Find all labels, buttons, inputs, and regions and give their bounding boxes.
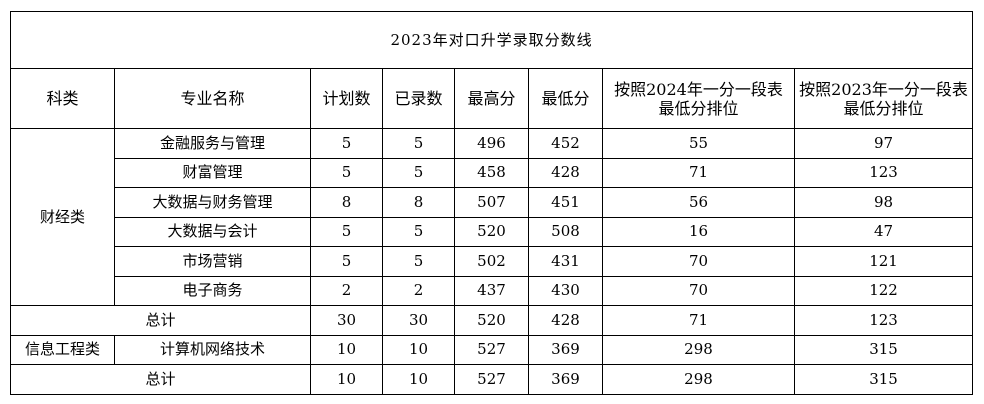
total-rank-2024-cell: 298	[602, 364, 795, 395]
admitted-cell: 5	[382, 246, 455, 277]
max-score-cell: 458	[454, 157, 529, 188]
total-admitted-cell: 10	[382, 364, 455, 395]
max-score-cell: 496	[454, 128, 529, 159]
rank-2023-cell: 97	[793, 128, 974, 159]
min-score-cell: 452	[528, 128, 603, 159]
header-max-score: 最高分	[454, 68, 529, 129]
total-label: 总计	[10, 364, 311, 395]
max-score-cell: 437	[454, 275, 529, 306]
admitted-cell: 8	[382, 187, 455, 218]
rank-2024-cell: 56	[602, 187, 795, 218]
header-category: 科类	[10, 68, 115, 129]
table-row: 财经类 金融服务与管理 5 5 496 452 55 97	[10, 128, 974, 306]
plan-cell: 5	[310, 128, 383, 159]
major-cell: 大数据与会计	[114, 216, 311, 247]
rank-2024-cell: 70	[602, 246, 795, 277]
header-rank-2024-line1: 按照2024年一分一段表	[614, 79, 783, 99]
total-max-score-cell: 520	[454, 305, 529, 336]
max-score-cell: 502	[454, 246, 529, 277]
category-cell-it: 信息工程类	[10, 334, 115, 365]
plan-cell: 2	[310, 275, 383, 306]
total-row-finance: 总计 30 30 520 428 71 123	[10, 305, 974, 336]
rank-2023-cell: 121	[793, 246, 974, 277]
total-admitted-cell: 30	[382, 305, 455, 336]
header-rank-2024: 按照2024年一分一段表 最低分排位	[602, 68, 795, 129]
min-score-cell: 508	[528, 216, 603, 247]
header-rank-2023-line2: 最低分排位	[843, 98, 924, 118]
plan-cell: 5	[310, 157, 383, 188]
header-min-score: 最低分	[528, 68, 603, 129]
total-rank-2024-cell: 71	[602, 305, 795, 336]
rank-2023-cell: 123	[793, 157, 974, 188]
rank-2023-cell: 98	[793, 187, 974, 218]
title-row: 2023年对口升学录取分数线	[9, 11, 974, 69]
table-row: 电子商务 2 2 437 430 70 122	[11, 275, 974, 306]
header-rank-2023: 按照2023年一分一段表 最低分排位	[793, 68, 974, 129]
category-cell-finance: 财经类	[10, 128, 115, 306]
total-rank-2023-cell: 315	[793, 364, 974, 395]
total-row-it: 总计 10 10 527 369 298 315	[10, 364, 974, 395]
rank-2024-cell: 70	[602, 275, 795, 306]
header-rank-2023-line1: 按照2023年一分一段表	[799, 79, 968, 99]
table-row: 财富管理 5 5 458 428 71 123	[11, 157, 974, 188]
min-score-cell: 430	[528, 275, 603, 306]
major-cell: 金融服务与管理	[114, 128, 311, 159]
major-cell: 计算机网络技术	[114, 334, 311, 365]
rank-2024-cell: 71	[602, 157, 795, 188]
total-max-score-cell: 527	[454, 364, 529, 395]
table-row: 市场营销 5 5 502 431 70 121	[11, 246, 974, 277]
plan-cell: 5	[310, 246, 383, 277]
max-score-cell: 527	[454, 334, 529, 365]
admitted-cell: 10	[382, 334, 455, 365]
major-cell: 电子商务	[114, 275, 311, 306]
max-score-cell: 507	[454, 187, 529, 218]
min-score-cell: 451	[528, 187, 603, 218]
plan-cell: 8	[310, 187, 383, 218]
header-rank-2024-line2: 最低分排位	[658, 98, 739, 118]
admitted-cell: 5	[382, 216, 455, 247]
admitted-cell: 5	[382, 128, 455, 159]
major-cell: 市场营销	[114, 246, 311, 277]
total-min-score-cell: 428	[528, 305, 603, 336]
rank-2024-cell: 16	[602, 216, 795, 247]
rank-2023-cell: 122	[793, 275, 974, 306]
table-row: 大数据与会计 5 5 520 508 16 47	[11, 216, 974, 247]
admitted-cell: 2	[382, 275, 455, 306]
header-plan: 计划数	[310, 68, 383, 129]
rank-2024-cell: 298	[602, 334, 795, 365]
total-plan-cell: 30	[310, 305, 383, 336]
table-row: 信息工程类 计算机网络技术 10 10 527 369 298 315	[10, 334, 974, 365]
total-rank-2023-cell: 123	[793, 305, 974, 336]
rank-2023-cell: 315	[793, 334, 974, 365]
table-title: 2023年对口升学录取分数线	[9, 11, 974, 69]
min-score-cell: 431	[528, 246, 603, 277]
table-row: 大数据与财务管理 8 8 507 451 56 98	[11, 187, 974, 218]
plan-cell: 5	[310, 216, 383, 247]
total-min-score-cell: 369	[528, 364, 603, 395]
header-row: 科类 专业名称 计划数 已录数 最高分 最低分 按照2024年一分一段表 最低分…	[10, 68, 974, 129]
admission-score-table: 2023年对口升学录取分数线 科类 专业名称 计划数 已录数 最高分 最低分 按…	[9, 11, 974, 395]
admitted-cell: 5	[382, 157, 455, 188]
rank-2024-cell: 55	[602, 128, 795, 159]
major-cell: 大数据与财务管理	[114, 187, 311, 218]
rank-2023-cell: 47	[793, 216, 974, 247]
header-admitted: 已录数	[382, 68, 455, 129]
min-score-cell: 428	[528, 157, 603, 188]
max-score-cell: 520	[454, 216, 529, 247]
total-label: 总计	[10, 305, 311, 336]
major-cell: 财富管理	[114, 157, 311, 188]
plan-cell: 10	[310, 334, 383, 365]
total-plan-cell: 10	[310, 364, 383, 395]
min-score-cell: 369	[528, 334, 603, 365]
header-major: 专业名称	[114, 68, 311, 129]
